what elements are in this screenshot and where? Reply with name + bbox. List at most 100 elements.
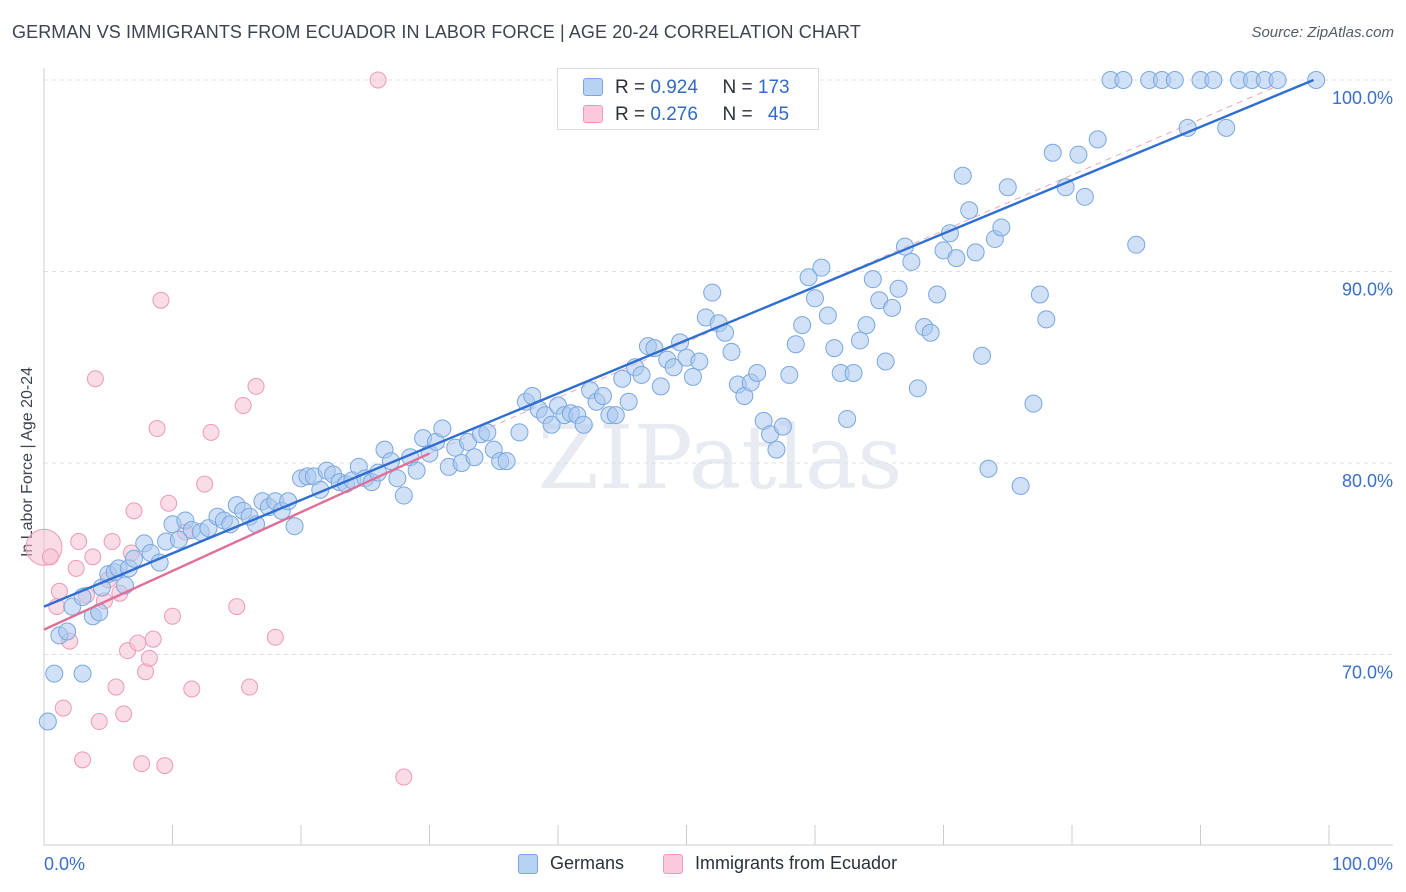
germans-point-149 <box>1011 476 1030 495</box>
ecuador-point-18 <box>115 705 133 723</box>
germans-point-141 <box>953 166 972 185</box>
ecuador-point-30 <box>160 494 178 512</box>
series-legend: Germans Immigrants from Ecuador <box>0 852 1406 876</box>
germans-point-117 <box>799 268 818 287</box>
ecuador-point-8 <box>74 751 92 769</box>
source-text: Source: ZipAtlas.com <box>1251 24 1394 41</box>
germans-point-157 <box>1088 130 1107 149</box>
ecuador-point-16 <box>107 678 125 696</box>
germans-point-144 <box>973 346 992 365</box>
germans-point-88 <box>613 369 632 388</box>
y-tick-label-3: 100.0% <box>1332 88 1393 108</box>
ecuador-point-4 <box>54 699 72 717</box>
legend-r-ecuador: 0.276 <box>650 104 698 125</box>
x-tick-labels: 0.0% 100.0% <box>44 854 1393 874</box>
germans-point-119 <box>812 258 831 277</box>
germans-point-163 <box>1165 71 1184 89</box>
germans-point-114 <box>780 365 799 384</box>
legend-r-label: R = <box>615 104 646 125</box>
legend-n-ecuador: 45 <box>767 104 790 125</box>
series-name-ecuador: Immigrants from Ecuador <box>695 853 898 873</box>
ecuador-point-34 <box>196 475 214 493</box>
germans-point-123 <box>838 409 857 428</box>
germans-point-1 <box>45 664 64 683</box>
ecuador-point-26 <box>144 630 162 648</box>
germans-point-160 <box>1127 235 1146 254</box>
germans-point-166 <box>1204 71 1223 89</box>
germans-point-134 <box>908 379 927 398</box>
germans-point-118 <box>806 289 824 308</box>
y-tick-label-0: 70.0% <box>1342 663 1393 683</box>
germans-point-143 <box>966 243 985 262</box>
ecuador-point-40 <box>266 628 284 646</box>
legend-n-germans: 173 <box>757 77 790 98</box>
germans-point-77 <box>542 415 561 434</box>
ecuador-point-22 <box>129 634 147 652</box>
legend-swatch-germans <box>583 78 603 96</box>
series-swatch-ecuador <box>663 854 683 874</box>
germans-point-85 <box>593 386 612 405</box>
legend-r-label: R = <box>615 77 646 98</box>
ecuador-point-37 <box>234 397 252 415</box>
germans-point-105 <box>722 342 741 361</box>
ecuador-point-11 <box>86 370 104 388</box>
germans-point-129 <box>876 352 895 371</box>
germans-point-54 <box>388 469 407 488</box>
germans-point-89 <box>619 392 638 411</box>
ecuador-point-10 <box>84 548 102 566</box>
germans-point-120 <box>818 306 837 325</box>
legend-n-label: N = <box>722 77 753 98</box>
germans-point-150 <box>1024 394 1043 413</box>
germans-point-171 <box>1268 71 1287 89</box>
germans-point-115 <box>786 335 805 354</box>
germans-point-57 <box>407 461 426 480</box>
germans-point-125 <box>850 331 869 350</box>
germans-point-131 <box>889 279 908 298</box>
germans-point-109 <box>748 363 767 382</box>
stats-legend: R = 0.924 N = 173 R = 0.276 N = 45 <box>557 68 819 130</box>
germans-point-102 <box>703 283 722 302</box>
germans-point-145 <box>979 459 998 478</box>
germans-point-127 <box>863 270 882 289</box>
germans-point-167 <box>1217 118 1236 137</box>
germans-point-137 <box>928 285 947 304</box>
legend-r-germans: 0.924 <box>650 77 698 98</box>
legend-n-label: N = <box>722 104 753 125</box>
germans-point-6 <box>73 664 92 683</box>
ecuador-point-39 <box>247 377 265 395</box>
ecuador-point-15 <box>103 533 121 551</box>
germans-point-133 <box>902 252 921 271</box>
germans-point-142 <box>960 201 979 220</box>
germans-point-155 <box>1069 145 1088 164</box>
germans-point-82 <box>574 415 593 434</box>
germans-point-0 <box>38 712 57 731</box>
germans-point-15 <box>124 549 143 568</box>
y-tick-label-1: 80.0% <box>1342 471 1393 491</box>
germans-point-55 <box>394 486 413 505</box>
germans-point-159 <box>1114 71 1133 89</box>
ecuador-point-36 <box>228 598 246 616</box>
germans-point-148 <box>998 178 1017 197</box>
germans-point-72 <box>510 423 529 442</box>
germans-point-152 <box>1037 310 1056 329</box>
germans-point-21 <box>169 530 188 549</box>
series-name-germans: Germans <box>550 853 625 873</box>
germans-point-87 <box>606 406 625 425</box>
ecuador-point-25 <box>140 649 158 667</box>
germans-point-66 <box>465 448 484 467</box>
ecuador-point-33 <box>183 680 201 698</box>
ecuador-point-12 <box>90 713 108 731</box>
grid-lines <box>44 79 1393 655</box>
germans-point-96 <box>664 358 683 377</box>
ecuador-point-42 <box>395 768 413 786</box>
legend-swatch-ecuador <box>583 105 603 123</box>
ecuador-point-28 <box>152 291 170 309</box>
chart-title: GERMAN VS IMMIGRANTS FROM ECUADOR IN LAB… <box>12 22 861 42</box>
germans-point-99 <box>683 367 702 386</box>
germans-point-124 <box>844 363 863 382</box>
x-tick-label-1: 100.0% <box>1332 854 1393 874</box>
ecuador-point-6 <box>67 559 85 577</box>
germans-points <box>38 71 1326 731</box>
ecuador-point-38 <box>241 678 259 696</box>
